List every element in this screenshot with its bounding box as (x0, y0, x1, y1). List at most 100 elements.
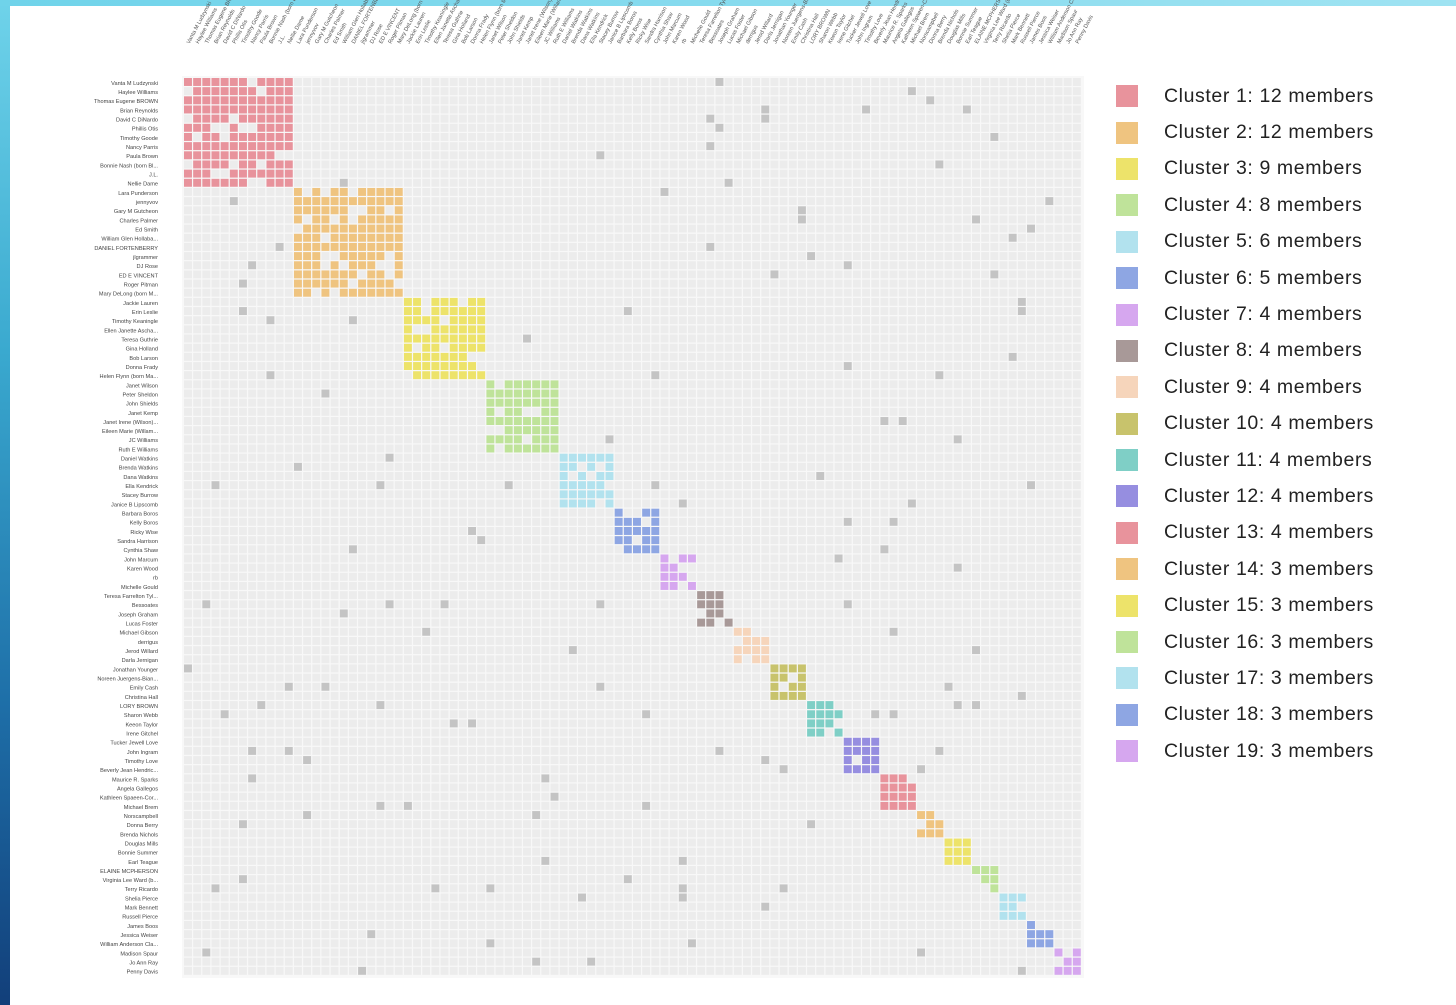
matrix-cell (284, 187, 293, 196)
matrix-cell (614, 490, 623, 499)
cluster-link-cell (449, 334, 458, 343)
cluster-link-cell (220, 160, 229, 169)
matrix-cell (532, 252, 541, 261)
matrix-cell (742, 389, 751, 398)
matrix-cell (578, 261, 586, 270)
matrix-cell (449, 160, 458, 169)
matrix-cell (266, 462, 275, 471)
matrix-cell (687, 270, 696, 279)
matrix-cell (797, 517, 806, 526)
matrix-cell (944, 297, 953, 306)
matrix-cell (211, 215, 220, 224)
cluster-link-cell (275, 78, 284, 86)
matrix-cell (669, 169, 678, 178)
matrix-cell (257, 472, 266, 480)
matrix-cell (1017, 132, 1026, 141)
matrix-cell (880, 224, 889, 233)
matrix-cell (614, 444, 623, 453)
matrix-cell (248, 435, 257, 444)
cluster-link-cell (504, 380, 513, 389)
matrix-cell (687, 490, 696, 499)
matrix-cell (238, 508, 247, 517)
matrix-cell (761, 261, 770, 270)
matrix-cell (193, 472, 202, 480)
matrix-cell (724, 389, 733, 398)
matrix-cell (678, 462, 687, 471)
matrix-cell (797, 224, 806, 233)
matrix-cell (770, 426, 779, 435)
matrix-cell (981, 105, 990, 114)
matrix-cell (770, 123, 779, 132)
matrix-cell (962, 132, 971, 141)
matrix-cell (339, 435, 348, 444)
matrix-cell (541, 169, 550, 178)
cluster-link-cell (449, 325, 458, 334)
matrix-cell (907, 362, 916, 371)
matrix-cell (972, 362, 980, 371)
cross-link-cell (1017, 297, 1026, 306)
matrix-cell (733, 206, 742, 215)
matrix-cell (779, 316, 788, 325)
matrix-cell (1045, 87, 1054, 96)
matrix-cell (742, 78, 751, 86)
matrix-cell (807, 197, 816, 206)
matrix-cell (660, 197, 669, 206)
matrix-cell (834, 206, 843, 215)
matrix-cell (513, 123, 522, 132)
matrix-cell (880, 279, 889, 288)
matrix-cell (752, 444, 761, 453)
matrix-cell (742, 142, 751, 151)
matrix-cell (862, 87, 871, 96)
matrix-cell (486, 197, 495, 206)
matrix-cell (1063, 389, 1072, 398)
matrix-cell (587, 270, 596, 279)
matrix-cell (330, 114, 339, 123)
matrix-cell (999, 380, 1008, 389)
matrix-cell (293, 490, 302, 499)
matrix-cell (339, 380, 348, 389)
matrix-cell (358, 389, 367, 398)
matrix-cell (596, 297, 605, 306)
matrix-cell (385, 123, 394, 132)
matrix-cell (852, 462, 861, 471)
matrix-cell (953, 224, 962, 233)
matrix-cell (1008, 261, 1017, 270)
matrix-cell (477, 178, 486, 187)
matrix-cell (633, 261, 641, 270)
cluster-link-cell (376, 197, 385, 206)
matrix-cell (532, 78, 541, 86)
matrix-cell (275, 316, 284, 325)
cluster-link-cell (284, 123, 293, 132)
cluster-link-cell (394, 261, 403, 270)
matrix-cell (1027, 380, 1035, 389)
matrix-cell (1072, 169, 1081, 178)
matrix-cell (229, 242, 238, 251)
row-label: Mark Bennett (125, 906, 159, 912)
matrix-cell (742, 380, 751, 389)
matrix-cell (724, 334, 733, 343)
matrix-cell (578, 288, 586, 297)
matrix-cell (944, 407, 953, 416)
matrix-cell (358, 178, 367, 187)
matrix-cell (440, 252, 449, 261)
matrix-cell (1045, 444, 1054, 453)
matrix-cell (257, 233, 266, 242)
matrix-cell (312, 472, 321, 480)
matrix-cell (1045, 417, 1054, 425)
matrix-cell (523, 197, 531, 206)
matrix-cell (1008, 453, 1017, 462)
matrix-cell (715, 224, 724, 233)
matrix-cell (468, 407, 477, 416)
cluster-link-cell (257, 78, 266, 86)
matrix-cell (605, 78, 614, 86)
matrix-cell (348, 499, 357, 508)
matrix-cell (330, 453, 339, 462)
row-label: DJ Rose (137, 264, 158, 270)
matrix-cell (660, 114, 669, 123)
matrix-cell (926, 407, 935, 416)
matrix-cell (678, 444, 687, 453)
matrix-cell (917, 490, 926, 499)
matrix-cell (1027, 426, 1035, 435)
matrix-cell (303, 444, 312, 453)
matrix-cell (642, 343, 651, 352)
